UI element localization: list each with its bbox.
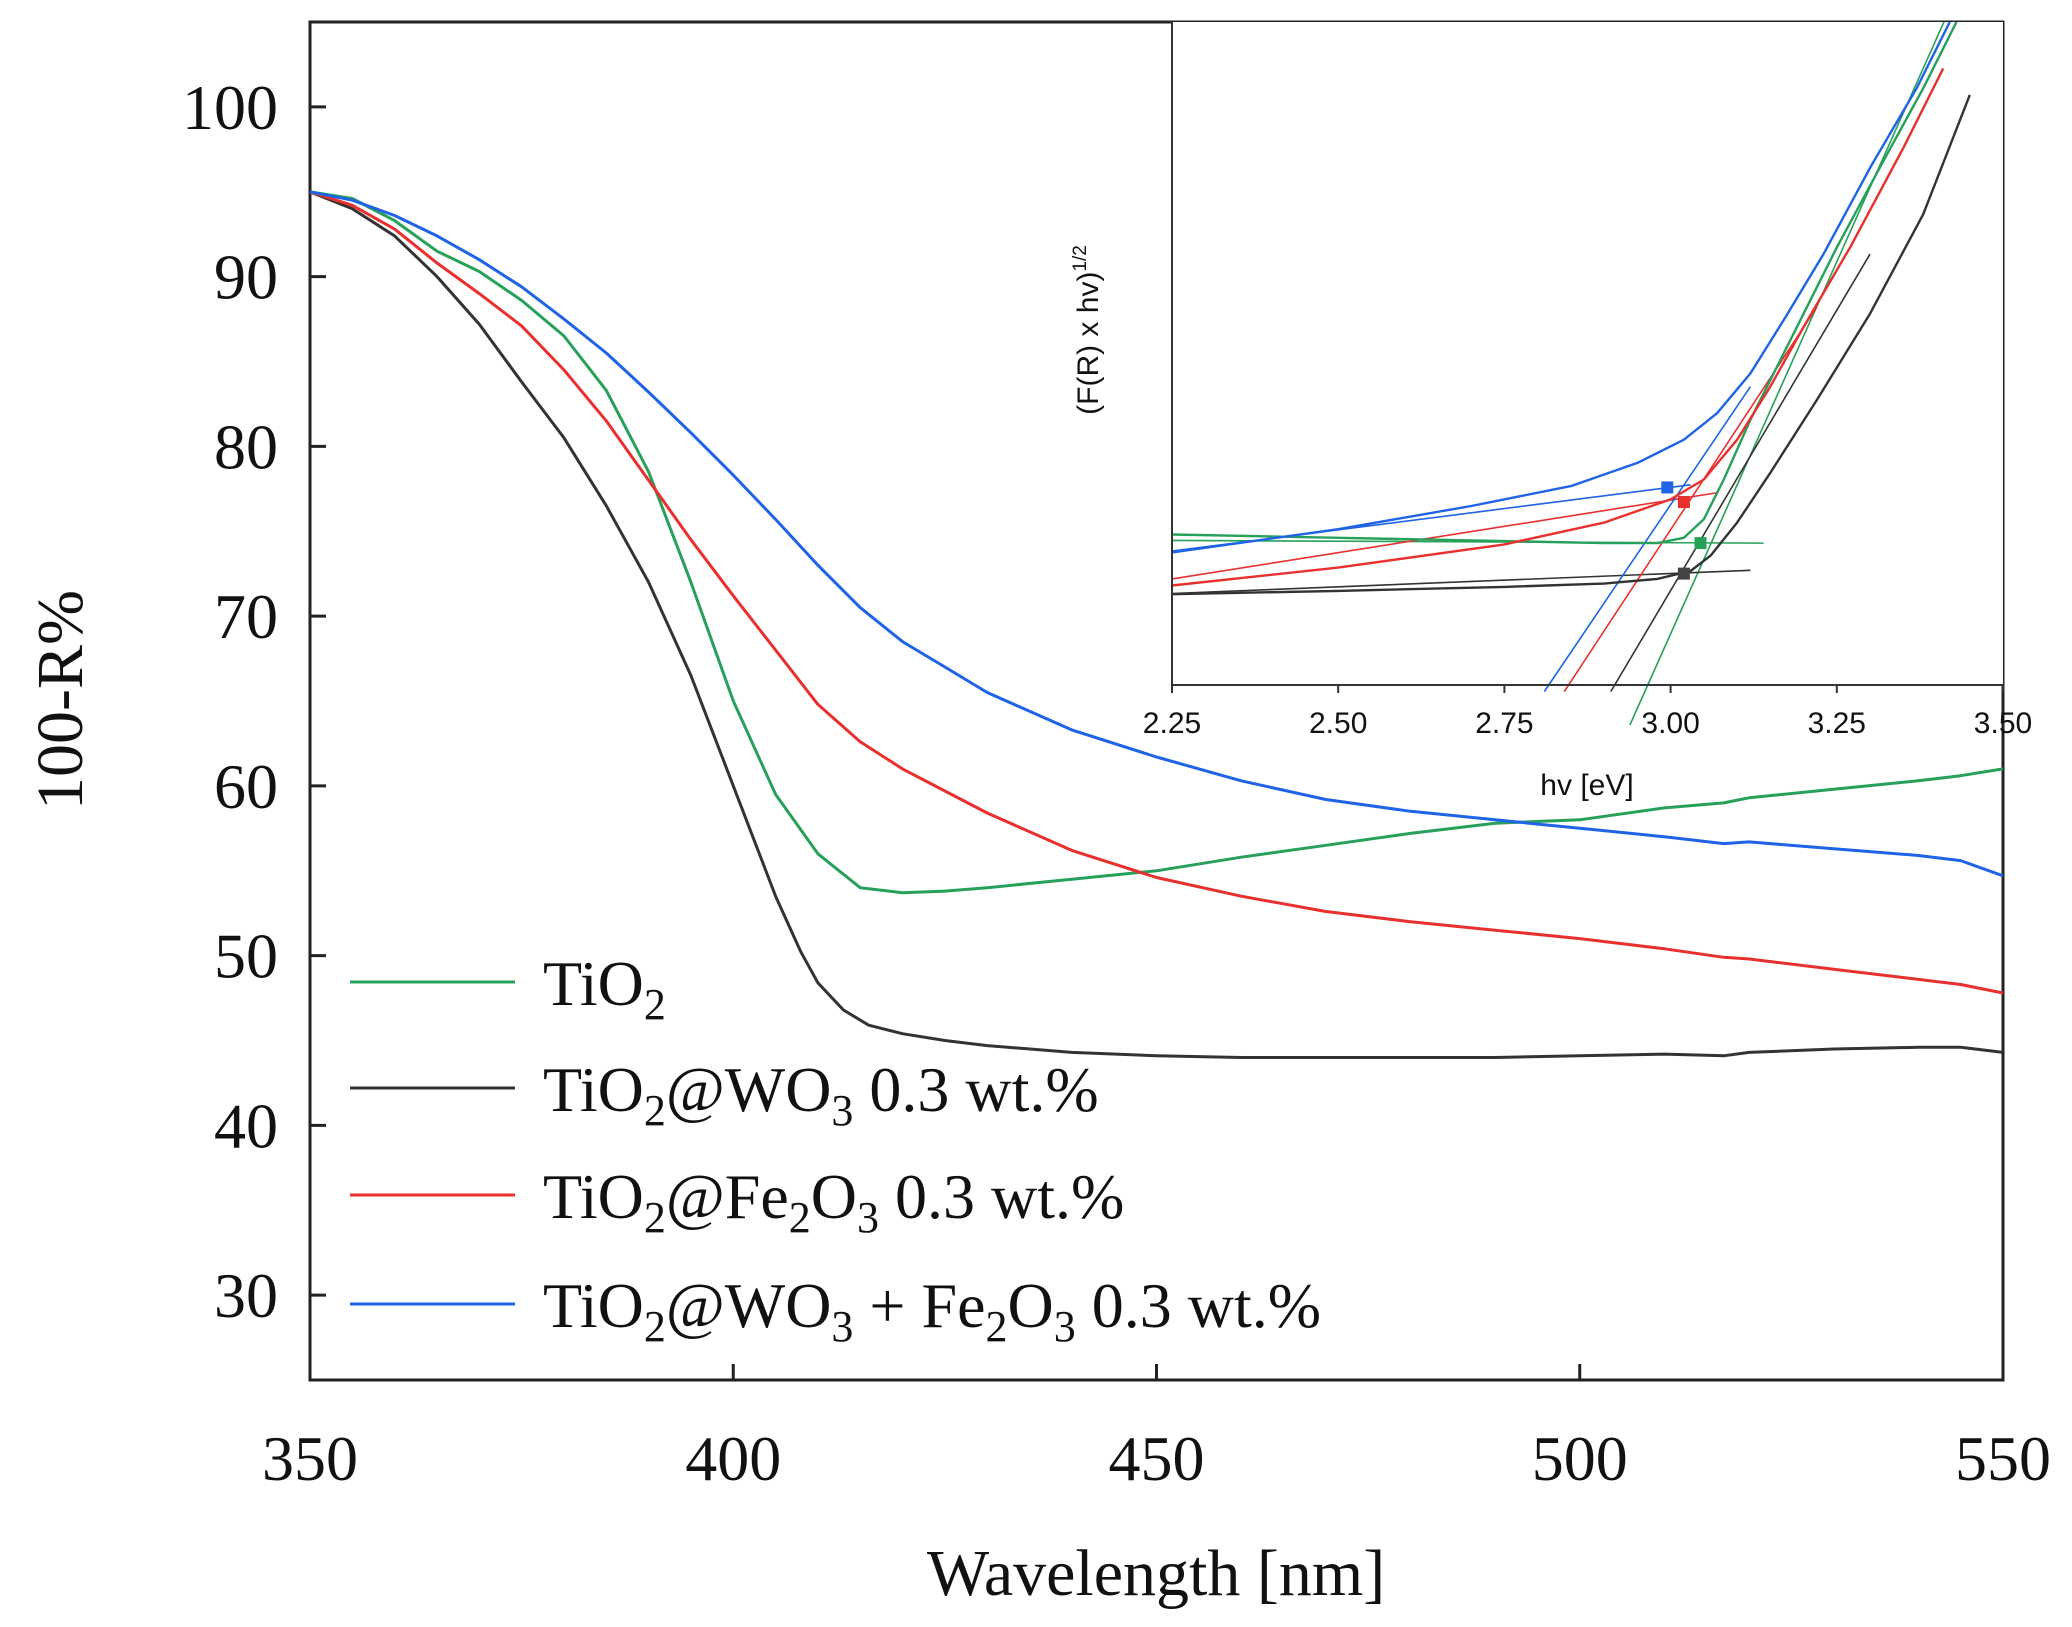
legend-label-tio2-wo3: TiO2@WO3 0.3 wt.%	[543, 1054, 1099, 1135]
inset-tangent-tio2-wo3-0-3-wt	[1610, 253, 1871, 693]
inset-tangent-tio2-wo3-0-3-wt	[1172, 569, 1751, 595]
main-series-tio2-fe2o3-0-3-wt	[309, 190, 2004, 995]
main-y-tick-label: 100	[182, 72, 278, 143]
inset-x-tick-label: 2.50	[1309, 707, 1367, 740]
main-y-tick-label: 90	[214, 242, 278, 313]
main-y-tick-label: 60	[214, 751, 278, 822]
inset-axis-ticks: 2.25 2.50 2.75 3.00 3.25 3.50	[1143, 685, 2032, 740]
main-x-tick-label: 450	[1109, 1423, 1205, 1494]
main-axis-ticks: 350 400 450 500 550 30 40 50 60 70 80 90 100	[182, 72, 2051, 1494]
main-x-tick-label: 500	[1532, 1423, 1628, 1494]
inset-bandgap-marker-tio2-wo3-0-3-wt	[1677, 567, 1690, 580]
inset-tangent-tio2-wo3-fe2o3-0-3-wt	[1543, 386, 1752, 693]
main-y-tick-label: 40	[214, 1090, 278, 1161]
inset-series-lines	[1172, 22, 1971, 725]
inset-plot-background	[1172, 22, 2003, 685]
main-series-tio2-wo3-0-3-wt	[309, 190, 2004, 1059]
inset-series-tio2-wo3-0-3-wt	[1172, 94, 1971, 596]
inset-x-tick-label: 2.25	[1143, 707, 1201, 740]
inset-x-tick-label: 3.00	[1641, 707, 1699, 740]
legend-label-tio2-fe2o3: TiO2@Fe2O3 0.3 wt.%	[543, 1161, 1124, 1242]
main-x-tick-label: 550	[1955, 1423, 2051, 1494]
main-y-tick-label: 70	[214, 581, 278, 652]
inset-x-axis-title: hv [eV]	[1540, 769, 1633, 802]
inset-bandgap-marker-tio2-fe2o3-0-3-wt	[1677, 496, 1690, 509]
main-x-axis-title: Wavelength [nm]	[927, 1537, 1385, 1610]
main-y-tick-label: 30	[214, 1260, 278, 1331]
inset-series-tio2-fe2o3-0-3-wt	[1172, 67, 1945, 587]
inset-y-axis-title: (F(R) x hv)1/2	[1070, 245, 1105, 415]
main-y-tick-label: 50	[214, 921, 278, 992]
inset-x-tick-label: 3.25	[1808, 707, 1866, 740]
main-x-tick-label: 400	[685, 1423, 781, 1494]
inset-bandgap-marker-tio2-wo3-fe2o3-0-3-wt	[1661, 481, 1674, 494]
main-y-tick-label: 80	[214, 411, 278, 482]
inset-series-tio2-wo3-fe2o3-0-3-wt	[1172, 22, 1951, 554]
main-series-tio2-wo3-fe2o3-0-3-wt	[309, 190, 2004, 878]
legend-label-tio2-wo3-fe2o3: TiO2@WO3 + Fe2O3 0.3 wt.%	[543, 1270, 1321, 1351]
main-x-tick-label: 350	[262, 1423, 358, 1494]
inset-tangent-tio2	[1629, 22, 1945, 725]
main-y-axis-title: 100-R%	[24, 590, 97, 810]
inset-x-tick-label: 2.75	[1475, 707, 1533, 740]
legend: TiO2 TiO2@WO3 0.3 wt.% TiO2@Fe2O3 0.3 wt…	[350, 948, 1321, 1351]
main-series-tio2	[309, 190, 2004, 895]
legend-label-tio2: TiO2	[543, 948, 666, 1029]
inset-x-tick-label: 3.50	[1974, 707, 2032, 740]
inset-tangent-tio2-fe2o3-0-3-wt	[1172, 491, 1718, 580]
inset-bandgap-marker-tio2	[1694, 537, 1707, 550]
main-series-lines	[309, 190, 2004, 1059]
inset-chart: 2.25 2.50 2.75 3.00 3.25 3.50 hv [eV] (F(R) x…	[1070, 22, 2032, 802]
